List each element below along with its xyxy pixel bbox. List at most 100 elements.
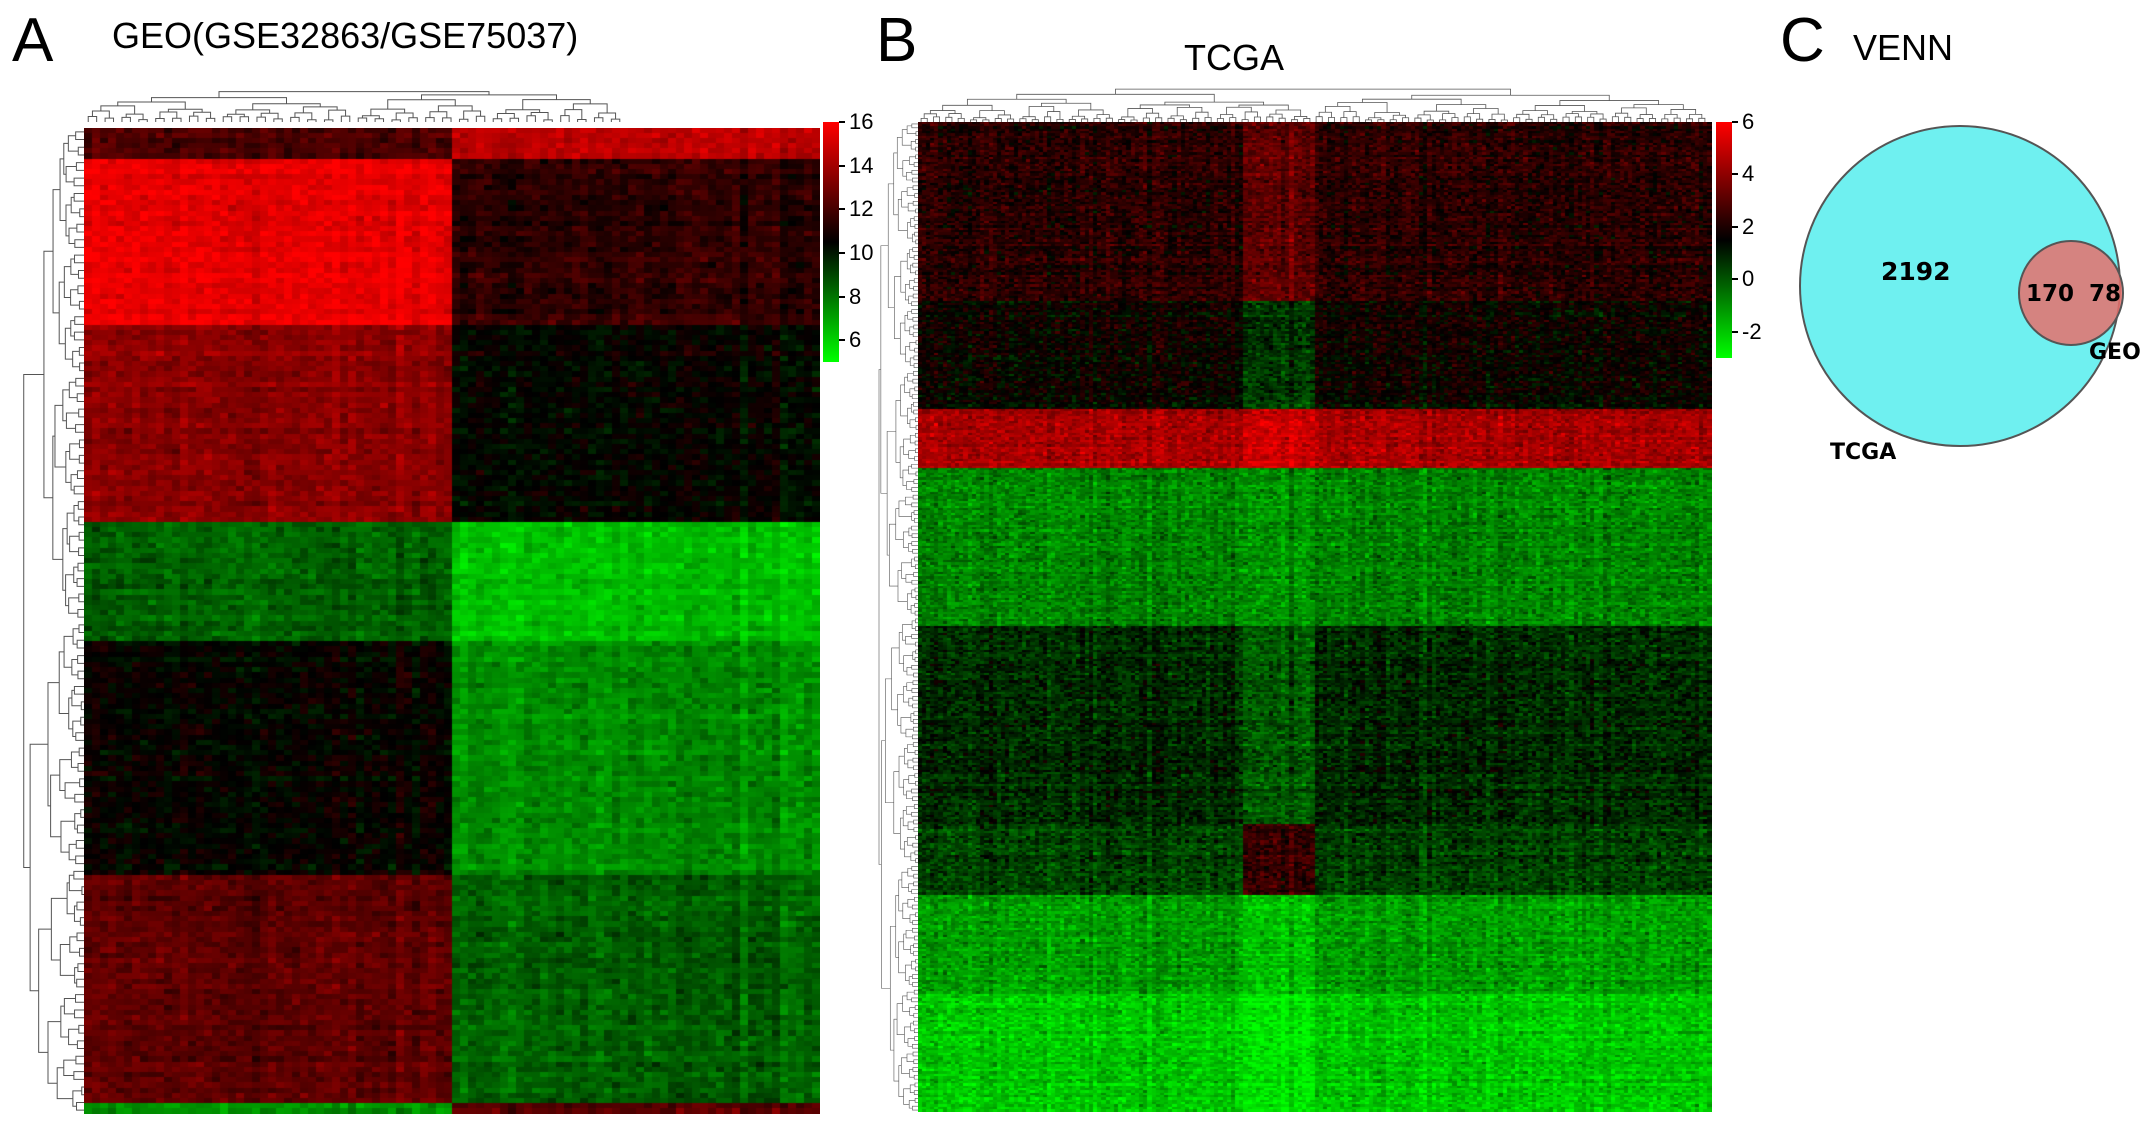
dendrogram-branch [911, 788, 918, 794]
dendrogram-branch [913, 819, 918, 825]
colorbar-tick-label: 6 [1742, 109, 1755, 134]
dendrogram-branch [886, 431, 896, 556]
dendrogram-branch [1491, 113, 1505, 120]
dendrogram-branch [340, 115, 351, 122]
dendrogram-branch [1226, 106, 1252, 115]
dendrogram-branch [915, 858, 918, 863]
dendrogram-branch [323, 119, 334, 122]
geo-column-dendrogram [87, 91, 621, 122]
dendrogram-branch [912, 177, 918, 183]
dendrogram-branch [913, 355, 918, 361]
dendrogram-branch [60, 820, 75, 853]
dendrogram-branch [912, 1044, 918, 1049]
dendrogram-branch [475, 115, 486, 122]
dendrogram-branch [907, 744, 916, 753]
dendrogram-branch [912, 742, 918, 747]
dendrogram-branch [38, 928, 52, 1053]
dendrogram-branch [1328, 117, 1336, 122]
colorbar-tick-label: 4 [1742, 161, 1755, 187]
panel-c-title: VENN [1853, 27, 1954, 68]
dendrogram-branch [912, 842, 918, 848]
dendrogram-branch [895, 895, 899, 958]
dendrogram-branch [911, 487, 918, 492]
dendrogram-branch [205, 117, 216, 122]
dendrogram-branch [908, 1100, 916, 1109]
dendrogram-branch [914, 935, 918, 941]
dendrogram-branch [910, 141, 916, 150]
dendrogram-branch [1155, 117, 1163, 122]
dendrogram-branch [909, 1007, 916, 1016]
geo-heatmap [84, 128, 820, 1114]
dendrogram-branch [73, 177, 84, 187]
dendrogram-branch [47, 1021, 61, 1084]
dendrogram-branch [1016, 93, 1215, 103]
dendrogram-branch [966, 98, 1067, 106]
dendrogram-branch [905, 728, 914, 738]
dendrogram-branch [912, 982, 918, 987]
dendrogram-branch [75, 131, 84, 141]
dendrogram-branch [897, 199, 908, 231]
dendrogram-branch [188, 115, 199, 122]
dendrogram-branch [463, 110, 482, 120]
dendrogram-branch [76, 824, 84, 834]
dendrogram-branch [896, 137, 903, 169]
dendrogram-branch [1047, 111, 1061, 120]
dendrogram-branch [907, 868, 914, 877]
dendrogram-branch [915, 208, 918, 214]
dendrogram-branch [913, 510, 918, 515]
dendrogram-branch [73, 566, 79, 583]
dendrogram-branch [294, 112, 313, 120]
dendrogram-branch [913, 943, 918, 948]
dendrogram-branch [72, 350, 80, 368]
dendrogram-branch [915, 835, 918, 840]
dendrogram-branch [80, 716, 84, 726]
dendrogram-branch [117, 101, 186, 110]
dendrogram-branch [458, 118, 469, 122]
dendrogram-branch [1105, 117, 1113, 122]
dendrogram-branch [912, 1105, 918, 1111]
dendrogram-branch [903, 438, 911, 455]
dendrogram-branch [155, 117, 165, 122]
geo-row-dendrogram [23, 131, 84, 1111]
dendrogram-branch [71, 689, 82, 707]
dendrogram-branch [906, 171, 913, 181]
dendrogram-branch [911, 589, 916, 598]
dendrogram-branch [914, 193, 918, 198]
venn-tcga-only-count: 2192 [1881, 257, 1951, 286]
dendrogram-branch [903, 686, 909, 703]
dendrogram-branch [104, 117, 115, 122]
dendrogram-branch [74, 254, 84, 264]
dendrogram-branch [902, 469, 909, 486]
dendrogram-branch [75, 732, 84, 741]
dendrogram-branch [73, 870, 84, 880]
dendrogram-branch [1278, 117, 1286, 122]
dendrogram-branch [1565, 113, 1579, 118]
dendrogram-branch [912, 719, 918, 724]
dendrogram-branch [151, 97, 287, 104]
dendrogram-branch [913, 672, 918, 678]
dendrogram-branch [915, 239, 918, 245]
dendrogram-branch [1204, 117, 1212, 122]
dendrogram-branch [899, 446, 904, 479]
panel-a-letter: A [12, 6, 54, 75]
dendrogram-branch [77, 963, 84, 972]
dendrogram-branch [907, 311, 913, 320]
dendrogram-branch [906, 682, 913, 691]
dendrogram-branch [912, 757, 918, 763]
dendrogram-branch [945, 116, 953, 122]
dendrogram-branch [906, 666, 914, 676]
dendrogram-branch [69, 535, 80, 553]
dendrogram-branch [47, 682, 60, 807]
dendrogram-branch [902, 160, 910, 177]
dendrogram-branch [906, 253, 911, 270]
dendrogram-branch [905, 636, 916, 645]
dendrogram-branch [1019, 118, 1027, 122]
dendrogram-branch [901, 1057, 910, 1074]
dendrogram-branch [66, 512, 75, 545]
dendrogram-branch [74, 239, 84, 248]
dendrogram-branch [905, 284, 910, 301]
dendrogram-branch [898, 879, 903, 912]
dendrogram-branch [885, 678, 894, 803]
dendrogram-branch [429, 111, 448, 118]
dendrogram-branch [1374, 112, 1400, 118]
